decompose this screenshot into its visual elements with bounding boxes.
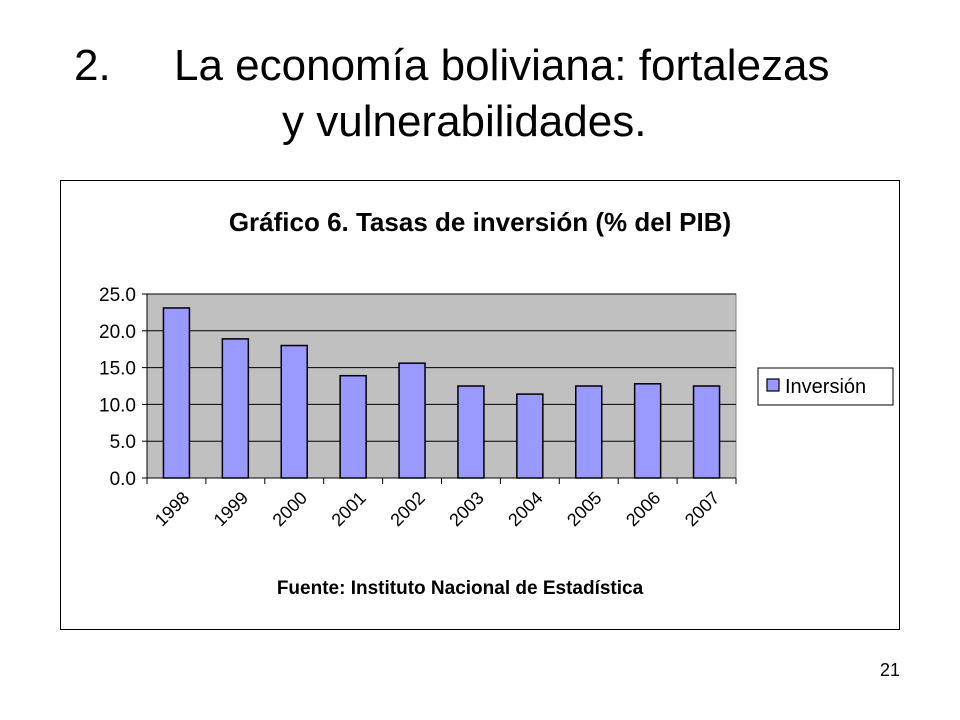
x-tick-label: 2005 <box>563 488 605 530</box>
x-tick-label: 2001 <box>328 488 370 530</box>
bar-2007 <box>692 385 721 479</box>
y-tick-label: 15.0 <box>99 359 136 380</box>
chart-title: Gráfico 6. Tasas de inversión (% del PIB… <box>229 207 731 237</box>
bar-1998 <box>162 307 191 479</box>
bar-2004 <box>516 393 544 479</box>
chart-source: Fuente: Instituto Nacional de Estadístic… <box>277 578 644 599</box>
bar-2006 <box>633 383 662 479</box>
bar-2002 <box>398 362 426 479</box>
x-tick-label: 1999 <box>210 488 252 530</box>
y-tick-label: 25.0 <box>99 285 136 306</box>
bar-2001 <box>339 374 367 479</box>
x-tick-label: 1998 <box>151 488 193 530</box>
bar-2005 <box>575 385 603 479</box>
x-tick-label: 2003 <box>445 488 487 530</box>
y-tick-label: 0.0 <box>110 469 136 490</box>
legend-box <box>757 367 894 406</box>
legend-label: Inversión <box>785 376 866 398</box>
x-tick-label: 2006 <box>622 488 664 530</box>
bar-2003 <box>457 385 485 479</box>
investment-chart: Gráfico 6. Tasas de inversión (% del PIB… <box>99 207 894 599</box>
title-line-2: y vulnerabilidades. <box>282 97 647 146</box>
legend-swatch <box>766 378 780 392</box>
x-tick-label: 2002 <box>386 488 428 530</box>
title-number: 2. <box>74 41 111 90</box>
y-tick-label: 20.0 <box>99 322 136 343</box>
bar-1999 <box>221 338 250 479</box>
chart-frame: Gráfico 6. Tasas de inversión (% del PIB… <box>60 180 900 630</box>
y-tick-label: 10.0 <box>99 395 136 416</box>
x-tick-label: 2004 <box>504 488 546 530</box>
x-tick-label: 2007 <box>681 488 723 530</box>
title-text-1: La economía boliviana: fortalezas <box>174 41 830 90</box>
title-line-1: 2. La economía boliviana: fortalezas <box>74 38 830 94</box>
x-tick-label: 2000 <box>269 488 311 530</box>
bar-2000 <box>280 344 308 479</box>
y-tick-label: 5.0 <box>110 432 136 453</box>
page-number: 21 <box>879 660 900 680</box>
